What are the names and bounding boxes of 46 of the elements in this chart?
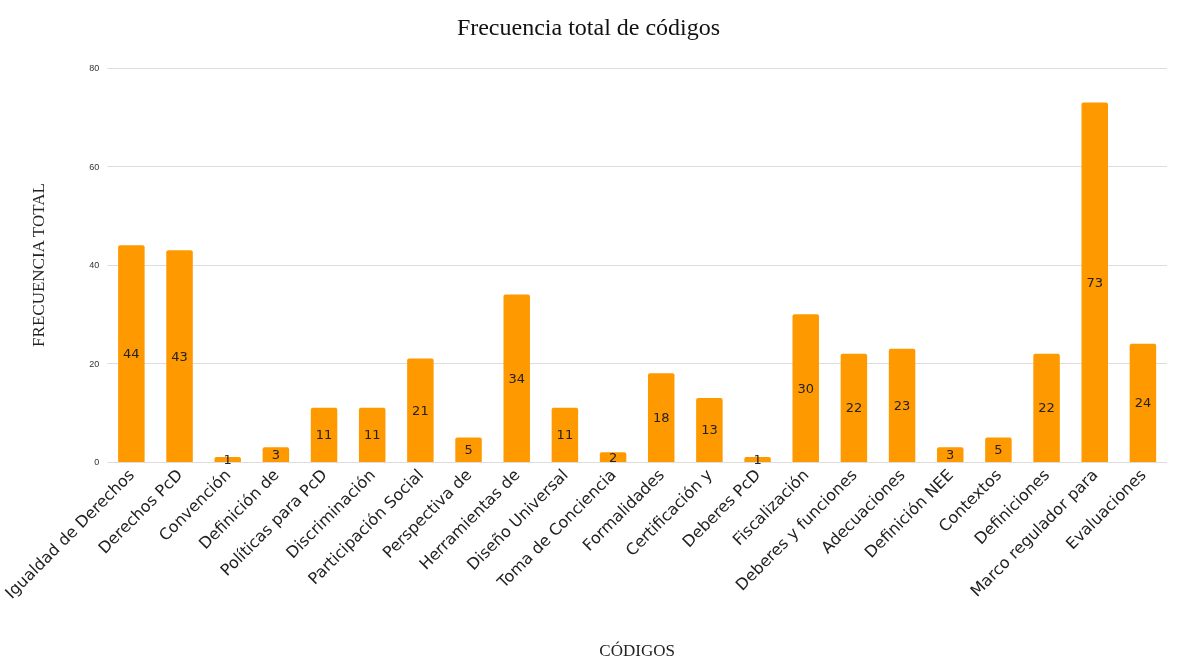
- x-axis-title: CÓDIGOS: [599, 641, 675, 660]
- data-label: 73: [1086, 274, 1104, 290]
- bar: [985, 437, 1012, 462]
- bar: [214, 457, 241, 462]
- y-tick-label: 40: [89, 260, 100, 270]
- bar: [455, 437, 482, 462]
- data-label: 2: [608, 449, 618, 465]
- bar: [647, 373, 675, 462]
- data-label: 11: [556, 427, 574, 443]
- y-tick-label: 0: [94, 457, 100, 467]
- data-label: 44: [123, 346, 140, 362]
- y-tick-label: 20: [89, 358, 100, 369]
- data-label: 30: [797, 380, 815, 396]
- data-label: 5: [994, 442, 1003, 458]
- data-label: 22: [1038, 400, 1055, 416]
- data-label: 22: [845, 400, 863, 416]
- bar: [696, 397, 723, 462]
- data-label: 3: [271, 447, 281, 463]
- bar: [118, 245, 145, 462]
- data-label: 3: [946, 447, 955, 463]
- y-axis-title: FRECUENCIA TOTAL: [29, 183, 49, 347]
- bar: [310, 407, 338, 462]
- data-label: 21: [412, 402, 429, 418]
- data-label: 13: [701, 422, 718, 438]
- y-tick-label: 80: [89, 63, 100, 73]
- bar: [1129, 343, 1157, 462]
- bar: [551, 407, 579, 462]
- data-label: 11: [363, 427, 381, 443]
- bar: [503, 294, 530, 462]
- data-label: 24: [1134, 395, 1152, 411]
- data-label: 43: [171, 348, 188, 364]
- data-label: 18: [652, 410, 670, 426]
- bar: [407, 358, 434, 462]
- bar: [792, 314, 819, 462]
- data-label: 5: [464, 442, 473, 458]
- bar: [888, 348, 916, 462]
- data-label: 23: [893, 397, 911, 413]
- bar: [358, 407, 386, 462]
- bar: [1081, 102, 1108, 462]
- chart-title: Frecuencia total de códigos: [456, 14, 721, 40]
- bar: [1033, 353, 1060, 462]
- data-label: 11: [315, 427, 333, 443]
- bar: [166, 250, 193, 462]
- y-tick-label: 60: [89, 161, 100, 172]
- data-label: 34: [508, 370, 525, 386]
- bar: [840, 353, 868, 462]
